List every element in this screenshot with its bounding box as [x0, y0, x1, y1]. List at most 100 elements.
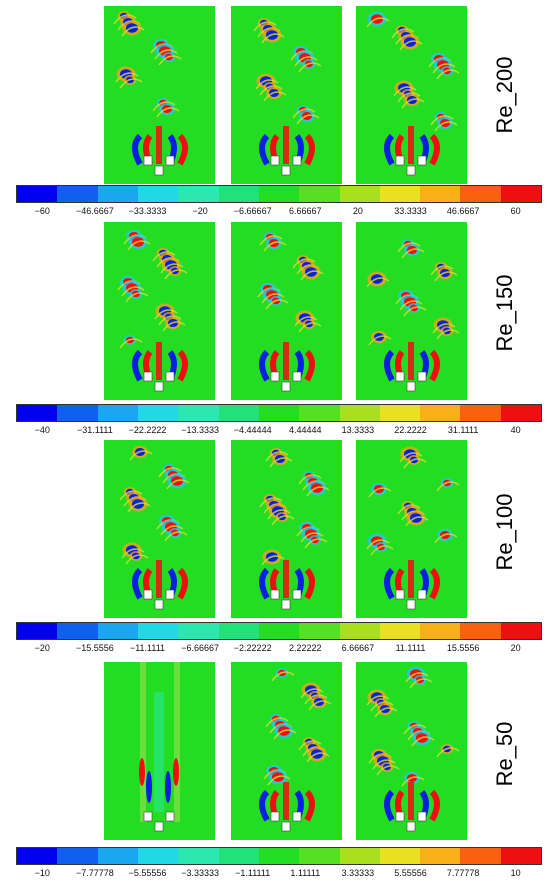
colorbar-cell [299, 405, 340, 421]
colorbar-tick-label: −13.3333 [181, 425, 219, 435]
vorticity-panel-re_100-2 [231, 440, 342, 618]
colorbar-tick-label: −5.55556 [128, 868, 167, 878]
colorbar-cell [57, 623, 98, 639]
colorbar-tick-label: 60 [510, 206, 521, 216]
colorbar-tick-label: 20 [352, 206, 363, 216]
colorbar-cell [178, 405, 219, 421]
colorbar-cell [460, 623, 501, 639]
colorbar-cell [299, 848, 340, 864]
colorbar-tick-label: 6.66667 [341, 643, 375, 653]
colorbar [16, 847, 542, 865]
colorbar-tick-label: 46.6667 [446, 206, 480, 216]
vorticity-panel-re_50-1 [104, 662, 215, 840]
colorbar-tick-label: −40 [34, 425, 50, 435]
colorbar-tick-label: −60 [34, 206, 50, 216]
colorbar-cell [218, 186, 259, 202]
colorbar-tick-label: −15.5556 [75, 643, 114, 653]
colorbar-cell [17, 186, 58, 202]
colorbar-cell [299, 186, 340, 202]
colorbar-cell [460, 405, 501, 421]
vorticity-panel-re_200-2 [231, 6, 342, 184]
colorbar-tick-label: −31.1111 [76, 425, 113, 435]
colorbar-cell [218, 623, 259, 639]
vorticity-panel-re_200-3 [356, 6, 467, 184]
colorbar-tick-label: 20 [510, 643, 521, 653]
colorbar [16, 404, 542, 422]
colorbar-cell [97, 848, 138, 864]
reynolds-label: Re_100 [492, 493, 517, 571]
reynolds-label: Re_150 [492, 274, 517, 352]
colorbar-tick-label: −20 [192, 206, 208, 216]
colorbar-tick-label: −1.11111 [235, 868, 271, 878]
colorbar [16, 185, 542, 203]
colorbar-cell [137, 623, 179, 639]
colorbar-tick-label: 11.1111 [395, 643, 426, 653]
colorbar-cell [17, 623, 58, 639]
colorbar-cell [500, 623, 542, 639]
colorbar-cell [420, 405, 461, 421]
vorticity-panel-re_150-2 [231, 222, 342, 400]
colorbar-cell [57, 848, 98, 864]
colorbar-tick-label: −4.44444 [233, 425, 272, 435]
colorbar-tick-label: 22.2222 [394, 425, 427, 435]
vorticity-panel-re_200-1 [104, 6, 215, 184]
reynolds-label: Re_50 [492, 721, 517, 787]
colorbar-cell [339, 623, 380, 639]
colorbar-cell [420, 848, 461, 864]
vorticity-panel-re_100-3 [356, 440, 467, 618]
vorticity-panel-re_150-1 [104, 222, 215, 400]
colorbar-cell [218, 405, 259, 421]
colorbar-cell [258, 186, 300, 202]
colorbar-tick-label: −7.77778 [75, 868, 114, 878]
colorbar-tick-label: 15.5556 [446, 643, 480, 653]
colorbar-cell [379, 848, 421, 864]
colorbar-tick-label: −10 [34, 868, 50, 878]
colorbar-cell [17, 405, 58, 421]
colorbar [16, 622, 542, 640]
colorbar-tick-label: −20 [34, 643, 50, 653]
vorticity-panel-re_50-2 [231, 662, 342, 840]
colorbar-tick-labels: −40 −31.1111 −22.2222 −13.3333 −4.44444 4.444… [16, 425, 542, 439]
colorbar-tick-label: −6.66667 [181, 643, 219, 653]
colorbar-cell [137, 405, 179, 421]
colorbar-cell [178, 186, 219, 202]
colorbar-tick-label: 33.3333 [394, 206, 427, 216]
colorbar-tick-label: −33.3333 [128, 206, 167, 216]
colorbar-tick-label: −6.66667 [233, 206, 272, 216]
colorbar-tick-labels: −10 −7.77778 −5.55556 −3.33333 −1.11111 1.111… [16, 868, 542, 882]
colorbar-tick-label: 3.33333 [341, 868, 375, 878]
colorbar-cell [420, 623, 461, 639]
colorbar-cell [57, 405, 98, 421]
colorbar-cell [460, 848, 501, 864]
colorbar-cell [97, 405, 138, 421]
colorbar-tick-label: 7.77778 [446, 868, 480, 878]
colorbar-cell [500, 405, 542, 421]
colorbar-cell [299, 623, 340, 639]
colorbar-cell [339, 186, 380, 202]
colorbar-cell [339, 848, 380, 864]
vorticity-panel-re_100-1 [104, 440, 215, 618]
colorbar-cell [258, 848, 300, 864]
colorbar-cell [500, 848, 542, 864]
colorbar-cell [17, 848, 58, 864]
colorbar-tick-label: 2.22222 [289, 643, 322, 653]
colorbar-cell [57, 186, 98, 202]
colorbar-tick-labels: −20 −15.5556 −11.1111 −6.66667 −2.22222 2.222… [16, 643, 542, 657]
colorbar-cell [178, 848, 219, 864]
colorbar-tick-label: 5.55556 [394, 868, 427, 878]
colorbar-cell [97, 186, 138, 202]
colorbar-cell [500, 186, 542, 202]
colorbar-cell [97, 623, 138, 639]
reynolds-label: Re_200 [492, 56, 517, 134]
colorbar-cell [460, 186, 501, 202]
colorbar-tick-label: −3.33333 [181, 868, 219, 878]
colorbar-tick-label: −11.1111 [129, 643, 166, 653]
colorbar-tick-label: 4.44444 [289, 425, 322, 435]
colorbar-cell [137, 186, 179, 202]
colorbar-tick-label: 1.11111 [290, 868, 321, 878]
colorbar-cell [379, 623, 421, 639]
colorbar-cell [339, 405, 380, 421]
colorbar-cell [258, 623, 300, 639]
colorbar-cell [258, 405, 300, 421]
colorbar-tick-label: −46.6667 [75, 206, 114, 216]
